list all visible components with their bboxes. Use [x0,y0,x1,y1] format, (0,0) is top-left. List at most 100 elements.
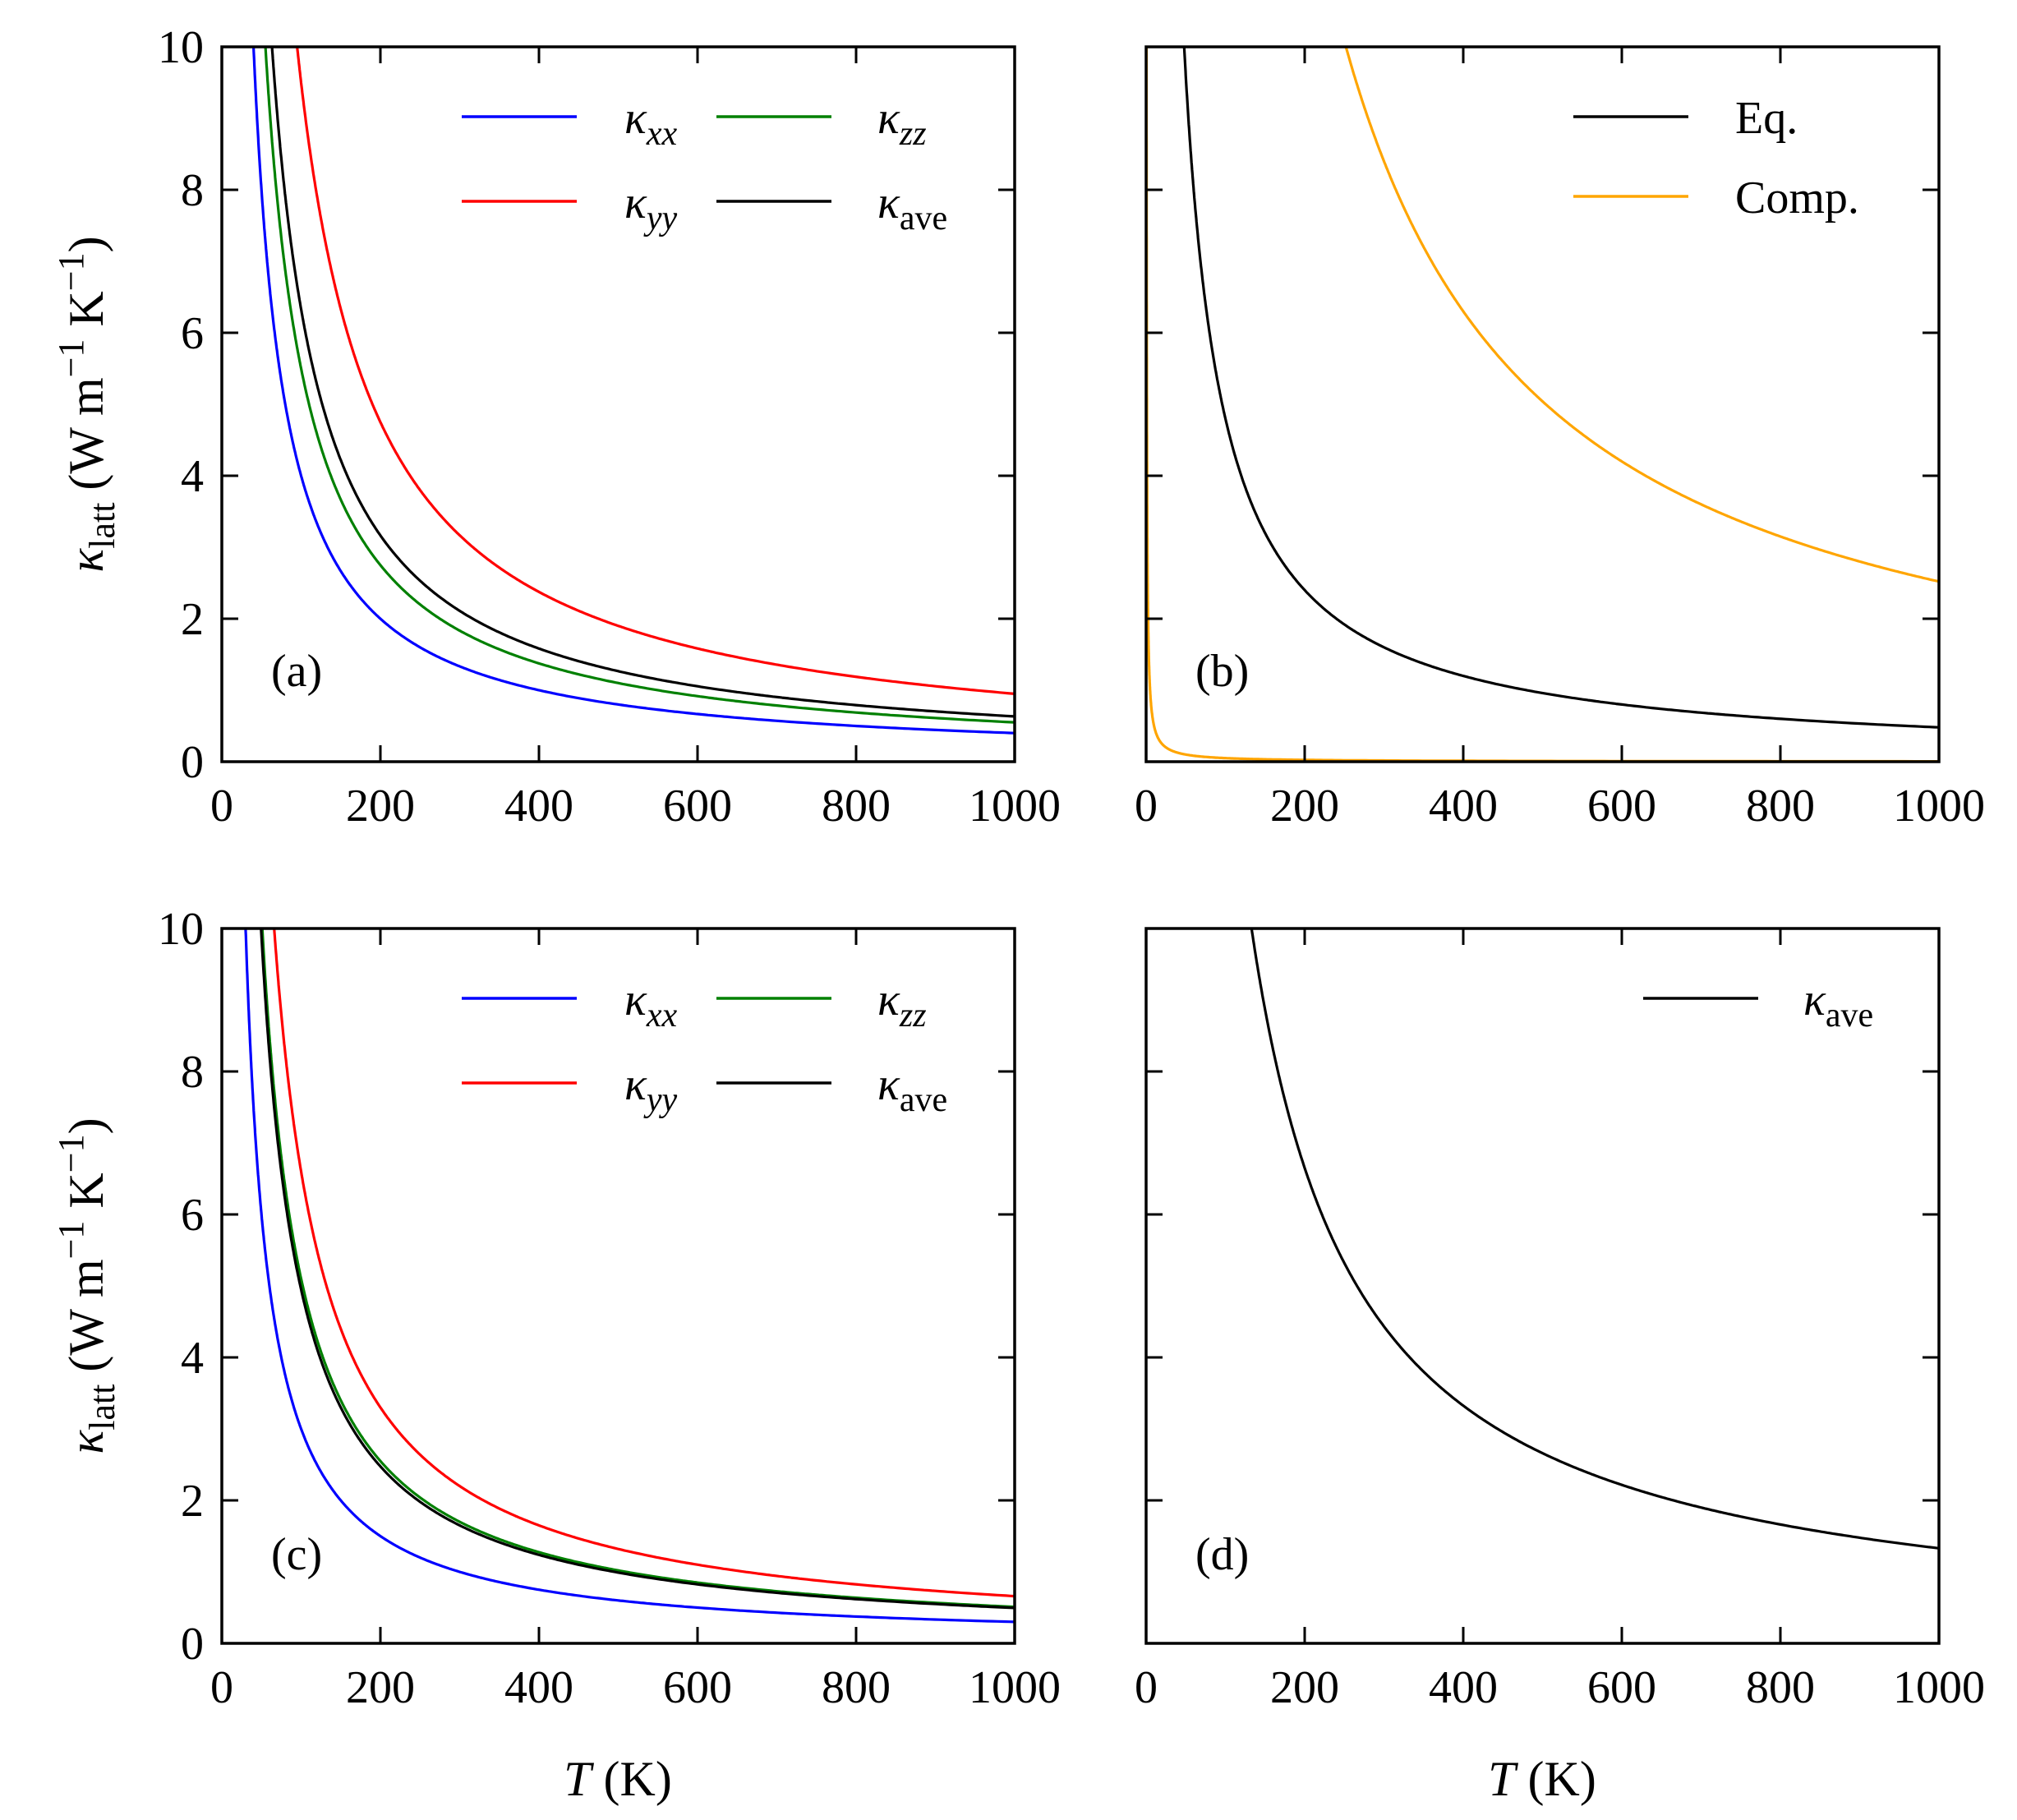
series-line-zz [260,928,1015,1609]
x-tick-label: 600 [663,1662,732,1713]
legend-label-ave: κave [877,1059,947,1119]
legend: Eq. Comp. [1573,93,1859,223]
y-axis-label: κlatt (W m−1 K−1) [51,236,122,572]
series-line-zz [264,47,1015,724]
x-tick-label: 800 [1746,1662,1815,1713]
legend-label-ave: κave [877,177,947,237]
x-tick-label: 1000 [969,781,1061,832]
y-axis-close: ) [59,1117,113,1134]
x-tick-label: 0 [210,1662,233,1713]
curves [1250,928,1939,1550]
y-tick-label: 6 [181,308,204,359]
legend-subscript: xx [646,115,678,153]
legend-subscript: ave [900,1081,947,1119]
x-tick-label: 0 [1135,1662,1158,1713]
y-axis-subscript: latt [82,503,122,549]
x-axis-label: T (K) [1488,1752,1596,1806]
panel-tag: (c) [271,1529,322,1580]
legend-subscript: xx [646,997,678,1034]
legend-kappa: κ [624,1059,647,1110]
y-tick-label: 0 [181,1619,204,1670]
x-tick-label: 800 [1746,781,1815,832]
x-tick-label: 200 [1270,1662,1339,1713]
y-tick-label: 8 [181,1047,204,1098]
y-axis-close: ) [59,236,113,252]
legend-label-ave: κave [1803,975,1873,1034]
x-tick-label: 0 [210,781,233,832]
y-axis-label: κlatt (W m−1 K−1) [51,1117,122,1454]
legend-label-yy: κyy [624,177,678,237]
x-tick-label: 400 [1429,1662,1498,1713]
x-tick-label: 200 [1270,781,1339,832]
x-tick-label: 800 [822,1662,891,1713]
series-line-eq [1182,47,1939,729]
series-line-xx [244,928,1015,1624]
y-tick-label: 6 [181,1190,204,1241]
y-tick-label: 4 [181,451,204,502]
legend-subscript: zz [899,115,927,153]
legend-kappa: κ [624,93,647,144]
x-tick-label: 200 [346,1662,415,1713]
legend-subscript: yy [643,200,678,237]
x-tick-label: 400 [504,1662,573,1713]
x-tick-label: 400 [504,781,573,832]
y-axis-kappa: κ [59,548,113,573]
curves [244,928,1015,1624]
legend-label-xx: κxx [624,93,678,153]
x-axis-unit: (K) [592,1752,672,1806]
series-line-ave [1250,928,1939,1550]
legend-label-comp: Comp. [1735,173,1859,223]
y-axis-superscript: −1 [51,252,91,291]
x-tick-label: 600 [663,781,732,832]
x-tick-label: 1000 [969,1662,1061,1713]
y-axis-kappa: κ [59,1430,113,1454]
axes-frame [220,927,1016,1645]
legend-kappa: κ [624,177,647,228]
panel-tag: (b) [1195,646,1249,697]
y-axis-unit: (W m [59,377,113,502]
legend-kappa: κ [877,177,900,228]
panel-d: 0 200 400 600 800 1000 (d) κave [1135,927,1985,1713]
legend-kappa: κ [877,1059,900,1110]
y-tick-label: 0 [181,737,204,788]
y-axis-unit: (W m [59,1259,113,1384]
legend-subscript: yy [643,1081,678,1119]
series-line-comp-low [1146,47,1939,762]
series-line-ave [270,47,1015,718]
y-axis-subscript: latt [82,1385,122,1431]
x-tick-label: 1000 [1893,781,1985,832]
panel-tag: (d) [1195,1529,1249,1580]
legend-kappa: κ [624,975,647,1025]
curves [1146,47,1939,762]
x-tick-label: 1000 [1893,1662,1985,1713]
legend-subscript: ave [900,200,947,237]
y-axis-unit-k: K [59,291,113,339]
y-tick-label: 10 [158,904,204,955]
x-tick-label: 400 [1429,781,1498,832]
axes-frame [1144,45,1941,763]
legend-kappa: κ [1803,975,1826,1025]
curves [252,47,1015,735]
series-line-xx [252,47,1015,735]
x-tick-label: 0 [1135,781,1158,832]
y-axis-unit-k: K [59,1173,113,1220]
legend-subscript: ave [1826,997,1873,1034]
legend-label-zz: κzz [877,93,927,153]
legend-kappa: κ [877,975,900,1025]
axes-frame [220,45,1016,763]
x-axis-label: T (K) [564,1752,672,1806]
legend-subscript: zz [899,997,927,1034]
y-tick-label: 2 [181,1476,204,1527]
legend-label-xx: κxx [624,975,678,1034]
x-tick-label: 600 [1587,781,1656,832]
legend-label-yy: κyy [624,1059,678,1119]
y-tick-label: 8 [181,165,204,216]
y-axis-superscript: −1 [51,339,91,378]
legend-kappa: κ [877,93,900,144]
panel-tag: (a) [271,646,322,697]
